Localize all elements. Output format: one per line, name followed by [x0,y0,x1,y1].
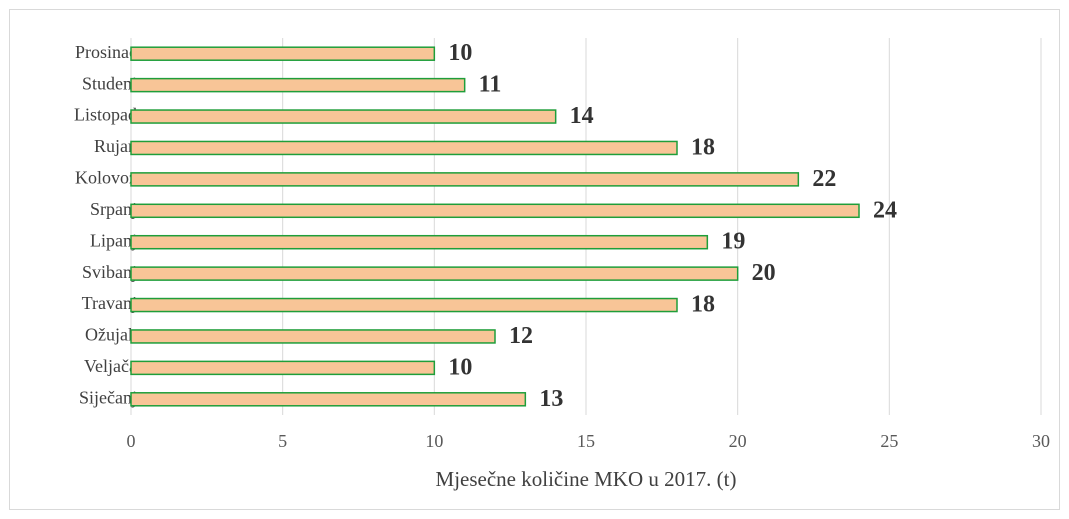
x-tick-label: 30 [1032,431,1050,451]
bar [130,203,860,219]
bar [130,140,678,156]
y-tick-label: Listopad [74,105,137,125]
data-label: 24 [873,197,897,223]
data-label: 19 [721,229,745,255]
y-tick-label: Kolovoz [75,168,137,188]
y-tick-label: Rujan [94,136,137,156]
data-label: 14 [570,103,594,129]
x-tick-label: 15 [577,431,595,451]
x-tick-label: 20 [729,431,747,451]
data-label: 10 [448,40,472,66]
x-tick-label: 0 [127,431,136,451]
x-tick-label: 25 [880,431,898,451]
data-label: 13 [539,386,563,412]
bar [130,297,678,313]
data-label: 20 [752,260,776,286]
x-tick-label: 5 [278,431,287,451]
y-tick-label: Studeni [82,73,137,93]
y-tick-label: Travanj [82,293,137,313]
bar [130,360,436,376]
bar [130,77,466,93]
bar [130,329,496,344]
data-label: 22 [812,166,836,192]
y-tick-label: Prosinac [75,42,137,62]
data-label: 10 [448,354,472,380]
y-tick-label: Siječanj [79,387,137,407]
bar [130,266,739,281]
data-label: 18 [691,292,715,318]
bar [130,172,800,187]
chart-border [9,9,1060,510]
y-tick-label: Ožujak [85,325,137,345]
data-label: 11 [479,72,502,98]
data-label: 12 [509,323,533,349]
data-label: 18 [691,134,715,160]
bar [130,109,557,124]
bar [130,392,527,407]
bar [130,46,436,61]
bar [130,234,709,250]
y-tick-label: Veljača [84,356,137,376]
y-tick-label: Lipanj [90,230,137,250]
x-axis-label: Mjesečne količine MKO u 2017. (t) [436,467,737,491]
y-tick-label: Svibanj [82,262,137,282]
y-tick-label: Srpanj [90,199,137,219]
x-tick-label: 10 [425,431,443,451]
